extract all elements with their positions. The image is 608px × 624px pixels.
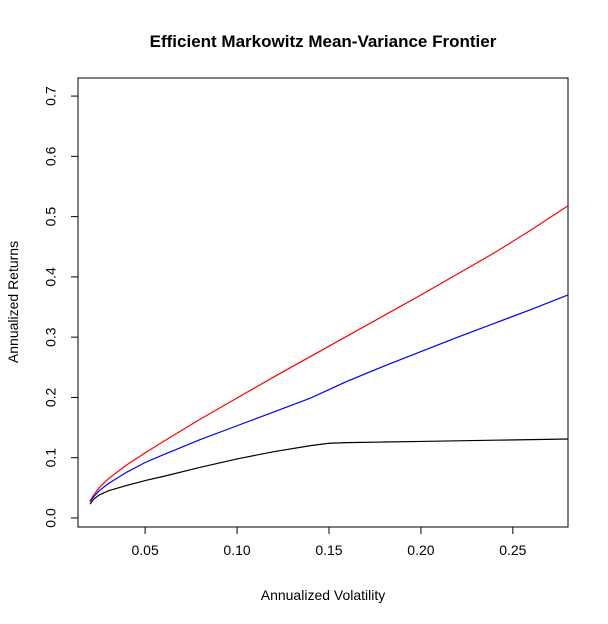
y-tick-label: 0.7 [43,86,59,106]
series-line-3 [89,438,569,505]
y-axis-label: Annualized Returns [5,241,21,363]
x-tick-label: 0.05 [131,542,158,558]
y-tick-label: 0.6 [43,146,59,166]
series-line-1 [89,205,569,502]
y-tick-label: 0.3 [43,327,59,347]
y-axis: 0.0 0.1 0.2 0.3 0.4 0.5 0.6 0.7 [43,86,79,528]
x-tick-label: 0.25 [499,542,526,558]
y-tick-label: 0.0 [43,508,59,528]
x-axis-label: Annualized Volatility [261,587,386,603]
y-tick-label: 0.5 [43,207,59,227]
chart-title: Efficient Markowitz Mean-Variance Fronti… [150,32,497,51]
y-tick-label: 0.4 [43,267,59,287]
series-group [89,205,569,505]
x-tick-label: 0.20 [407,542,434,558]
y-tick-label: 0.2 [43,387,59,407]
x-tick-label: 0.10 [223,542,250,558]
x-axis: 0.05 0.10 0.15 0.20 0.25 [131,526,527,558]
y-tick-label: 0.1 [43,448,59,468]
series-line-2 [89,294,569,503]
x-tick-label: 0.15 [315,542,342,558]
